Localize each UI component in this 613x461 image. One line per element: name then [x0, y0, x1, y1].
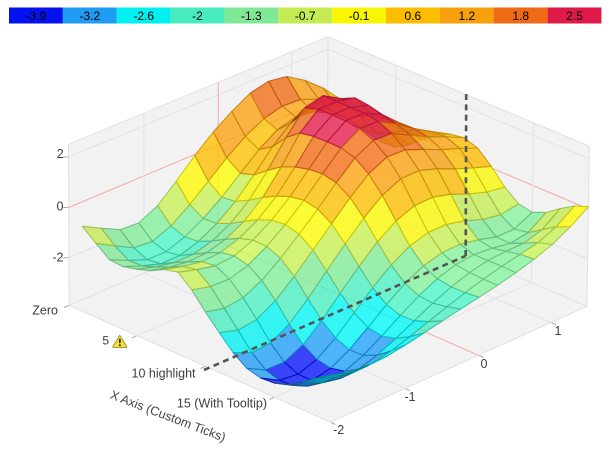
svg-text:15 (With Tooltip): 15 (With Tooltip) — [177, 397, 267, 411]
svg-text:-2: -2 — [52, 251, 63, 265]
svg-text:-1.3: -1.3 — [241, 9, 262, 23]
svg-text:-2.6: -2.6 — [133, 9, 154, 23]
svg-text:Zero: Zero — [32, 304, 58, 318]
svg-text:10 highlight: 10 highlight — [132, 367, 196, 381]
svg-text:0.6: 0.6 — [405, 9, 422, 23]
svg-text:2.5: 2.5 — [566, 9, 583, 23]
svg-text:0: 0 — [481, 357, 488, 371]
svg-text:1.8: 1.8 — [512, 9, 529, 23]
svg-text:2: 2 — [57, 147, 64, 161]
svg-text:-2: -2 — [333, 423, 344, 437]
svg-text:1: 1 — [555, 324, 562, 338]
svg-text:-3.2: -3.2 — [79, 9, 100, 23]
svg-text:1.2: 1.2 — [458, 9, 475, 23]
svg-text:-3.9: -3.9 — [26, 9, 47, 23]
svg-text:-0.1: -0.1 — [349, 9, 370, 23]
svg-text:0: 0 — [57, 199, 64, 213]
svg-text:-2: -2 — [192, 9, 203, 23]
svg-text:5: 5 — [102, 334, 109, 348]
svg-text:-0.7: -0.7 — [295, 9, 316, 23]
svg-text:-1: -1 — [404, 390, 415, 404]
